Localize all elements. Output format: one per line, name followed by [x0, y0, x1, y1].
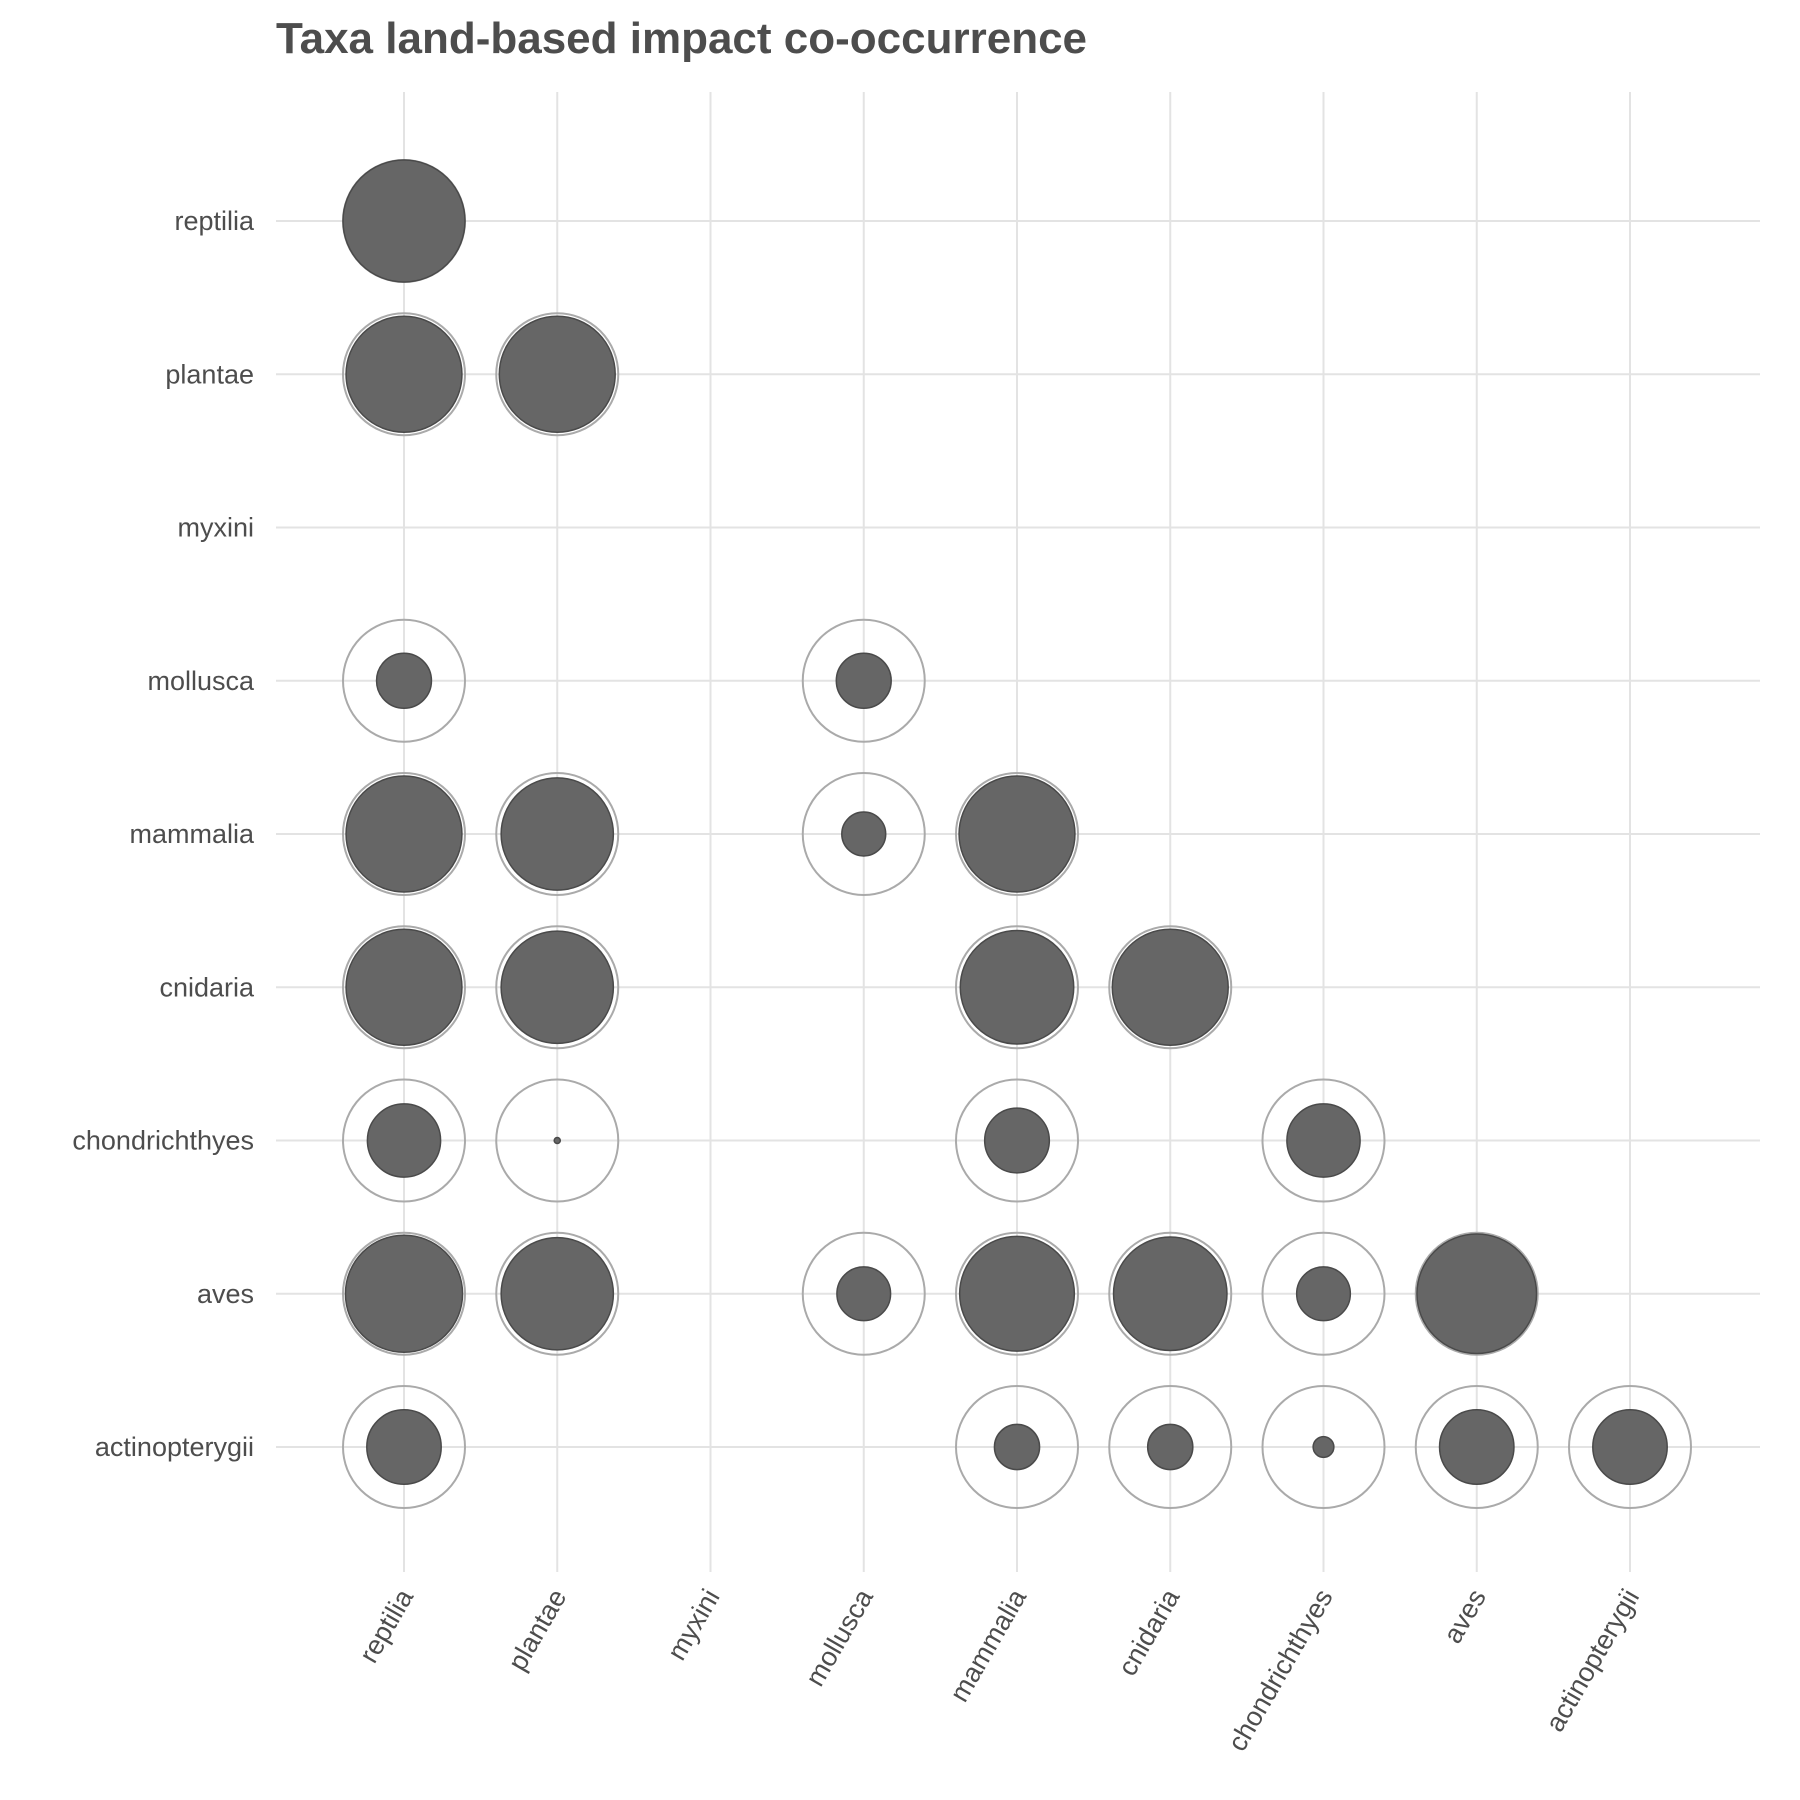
bubble-outline-cnidaria-aves — [1108, 1231, 1233, 1356]
bubble-mollusca-aves — [836, 1266, 892, 1322]
bubble-reptilia-cnidaria — [345, 928, 463, 1046]
x-tick-label: plantae — [502, 1584, 572, 1676]
bubble-cnidaria-actinopterygii — [1146, 1423, 1194, 1471]
y-tick-label: aves — [197, 1279, 254, 1309]
bubble-plantae-mammalia — [500, 777, 615, 891]
bubble-outline-mammalia-chondrichthyes — [955, 1078, 1079, 1203]
x-tick-label: myxini — [661, 1584, 725, 1665]
bubble-outline-aves-aves — [1414, 1231, 1539, 1356]
bubble-outline-reptilia-cnidaria — [342, 925, 466, 1050]
bubble-outline-reptilia-mollusca — [342, 618, 466, 743]
x-axis-tick-labels: reptilia plantae myxini mollusca mammalia cni… — [353, 1583, 1645, 1756]
y-tick-label: cnidaria — [159, 972, 255, 1002]
bubble-outline-cnidaria-actinopterygii — [1108, 1385, 1233, 1509]
bubble-chondrichthyes-actinopterygii — [1312, 1435, 1335, 1459]
bubble-reptilia-aves — [344, 1234, 464, 1354]
bubble-reptilia-mammalia — [345, 775, 463, 893]
x-tick-label: aves — [1437, 1584, 1492, 1648]
bubble-outline-mammalia-cnidaria — [955, 925, 1079, 1050]
bubble-outline-mollusca-mollusca — [801, 618, 926, 743]
bubble-actinopterygii-actinopterygii — [1592, 1409, 1668, 1485]
bubble-outline-plantae-aves — [495, 1231, 620, 1356]
x-tick-label: chondrichthyes — [1222, 1584, 1339, 1756]
bubble-outline-reptilia-chondrichthyes — [342, 1078, 466, 1203]
bubble-outline-actinopterygii-actinopterygii — [1568, 1385, 1692, 1509]
bubble-outline-reptilia-actinopterygii — [342, 1385, 466, 1509]
bubble-plantae-chondrichthyes — [553, 1136, 562, 1145]
bubble-outline-chondrichthyes-chondrichthyes — [1261, 1078, 1386, 1203]
bubble-chondrichthyes-chondrichthyes — [1286, 1103, 1361, 1178]
bubble-outline-mollusca-aves — [801, 1231, 926, 1356]
bubble-outline-reptilia-aves — [342, 1231, 466, 1356]
bubble-mollusca-mollusca — [835, 652, 892, 709]
bubble-mammalia-cnidaria — [959, 929, 1075, 1045]
bubble-outline-chondrichthyes-aves — [1261, 1231, 1386, 1356]
y-tick-label: reptilia — [174, 206, 255, 236]
bubble-chondrichthyes-aves — [1295, 1266, 1352, 1322]
bubble-outline-plantae-plantae — [495, 312, 620, 437]
bubble-cnidaria-aves — [1112, 1236, 1228, 1352]
bubble-outline-plantae-cnidaria — [495, 925, 620, 1050]
bubble-reptilia-plantae — [345, 315, 463, 433]
y-tick-label: actinopterygii — [95, 1432, 254, 1462]
bubble-reptilia-chondrichthyes — [366, 1103, 442, 1178]
bubble-aves-actinopterygii — [1438, 1409, 1515, 1485]
bubble-mammalia-actinopterygii — [993, 1423, 1041, 1471]
bubble-reptilia-reptilia — [342, 159, 466, 283]
bubble-mollusca-mammalia — [841, 811, 887, 857]
y-tick-label: mollusca — [147, 666, 255, 696]
bubble-plantae-aves — [500, 1236, 615, 1351]
y-tick-label: plantae — [165, 359, 254, 389]
bubble-outline-plantae-chondrichthyes — [495, 1078, 620, 1203]
x-tick-label: mollusca — [800, 1583, 880, 1691]
bubble-outline-plantae-mammalia — [495, 772, 620, 896]
bubble-cnidaria-cnidaria — [1111, 928, 1229, 1046]
x-tick-label: mammalia — [944, 1583, 1033, 1707]
y-tick-label: chondrichthyes — [72, 1126, 254, 1156]
bubble-outline-aves-actinopterygii — [1414, 1385, 1539, 1509]
bubble-outline-cnidaria-cnidaria — [1108, 925, 1233, 1050]
bubble-outline-reptilia-plantae — [342, 312, 466, 437]
y-axis-tick-labels: reptilia plantae myxini mollusca mammalia cni… — [72, 206, 255, 1462]
bubble-outline-mammalia-aves — [955, 1231, 1079, 1356]
bubble-outline-mammalia-mammalia — [955, 772, 1079, 896]
bubble-outline-mammalia-actinopterygii — [955, 1385, 1079, 1509]
outer-circle-layer — [342, 159, 1692, 1509]
inner-circle-layer — [342, 159, 1668, 1485]
bubble-mammalia-chondrichthyes — [983, 1107, 1051, 1174]
bubble-reptilia-actinopterygii — [366, 1409, 442, 1485]
x-tick-label: reptilia — [353, 1583, 419, 1668]
x-tick-label: cnidaria — [1112, 1583, 1186, 1681]
y-tick-label: mammalia — [129, 819, 255, 849]
bubble-reptilia-mollusca — [375, 652, 433, 709]
bubble-mammalia-aves — [958, 1235, 1076, 1352]
bubble-outline-reptilia-mammalia — [342, 772, 466, 896]
bubble-plantae-cnidaria — [500, 930, 615, 1045]
bubble-mammalia-mammalia — [958, 775, 1076, 893]
bubble-outline-chondrichthyes-actinopterygii — [1261, 1385, 1386, 1509]
bubble-outline-mollusca-mammalia — [801, 772, 926, 896]
bubble-aves-aves — [1416, 1233, 1538, 1355]
chart-title: Taxa land-based impact co-occurrence — [276, 14, 1088, 63]
x-tick-label: actinopterygii — [1540, 1584, 1646, 1737]
y-tick-label: myxini — [177, 513, 254, 543]
bubble-plantae-plantae — [498, 315, 616, 433]
